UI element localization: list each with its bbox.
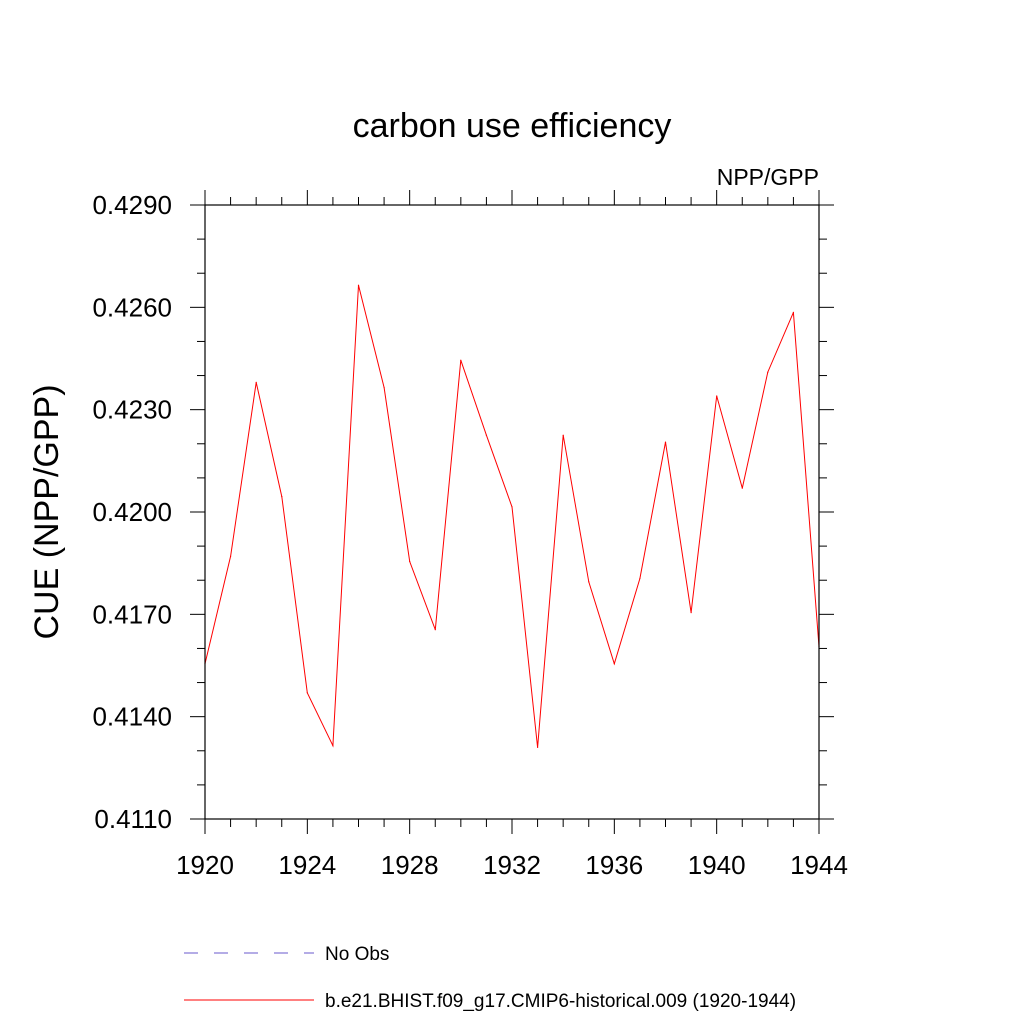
series-point bbox=[306, 692, 308, 694]
series-point bbox=[230, 555, 232, 557]
series-point bbox=[588, 581, 590, 583]
x-tick-label: 1936 bbox=[585, 850, 643, 880]
x-tick-label: 1932 bbox=[483, 850, 541, 880]
x-tick-labels: 1920 1924 1928 1932 1936 1940 1944 bbox=[176, 850, 848, 880]
y-tick-label: 0.4170 bbox=[92, 599, 172, 629]
x-tick-label: 1940 bbox=[688, 850, 746, 880]
series-layer bbox=[204, 284, 820, 749]
series-point bbox=[792, 311, 795, 313]
x-tick-label: 1944 bbox=[790, 850, 848, 880]
y-tick-label: 0.4140 bbox=[92, 702, 172, 732]
series-point bbox=[537, 746, 539, 749]
series-point bbox=[255, 381, 257, 383]
y-tick-label: 0.4200 bbox=[92, 497, 172, 527]
series-point bbox=[639, 577, 641, 580]
series-point bbox=[690, 612, 692, 614]
legend-label: No Obs bbox=[325, 944, 389, 965]
series-point bbox=[613, 663, 615, 665]
plot-frame bbox=[204, 204, 820, 820]
series-point bbox=[460, 359, 462, 361]
legend-label: b.e21.BHIST.f09_g17.CMIP6-historical.009… bbox=[325, 991, 796, 1012]
x-tick-label: 1924 bbox=[278, 850, 336, 880]
minor-ticks bbox=[197, 197, 827, 827]
series-point bbox=[562, 434, 564, 436]
series-point bbox=[383, 386, 385, 389]
y-tick-label: 0.4260 bbox=[92, 292, 172, 322]
y-tick-label: 0.4110 bbox=[94, 804, 172, 834]
y-tick-label: 0.4230 bbox=[92, 395, 172, 425]
y-tick-label: 0.4290 bbox=[92, 190, 172, 220]
chart-subtitle: NPP/GPP bbox=[717, 164, 819, 190]
series-point bbox=[434, 629, 436, 631]
x-tick-label: 1928 bbox=[381, 850, 439, 880]
series-point bbox=[741, 487, 743, 489]
series-point bbox=[664, 441, 667, 443]
series-point bbox=[767, 371, 769, 373]
series-point bbox=[357, 284, 360, 286]
legend: No Obs b.e21.BHIST.f09_g17.CMIP6-historic… bbox=[184, 944, 796, 1012]
series-point bbox=[716, 395, 718, 397]
series-point bbox=[511, 506, 513, 508]
chart-title: carbon use efficiency bbox=[353, 107, 672, 145]
x-tick-label: 1920 bbox=[176, 850, 234, 880]
series-line-0 bbox=[204, 285, 820, 748]
series-point bbox=[281, 496, 283, 498]
series-point bbox=[485, 434, 487, 436]
y-tick-labels: 0.4110 0.4140 0.4170 0.4200 0.4230 0.4260 0.42… bbox=[92, 190, 172, 834]
series-point bbox=[332, 745, 334, 747]
series-point bbox=[409, 560, 411, 563]
y-axis-label: CUE (NPP/GPP) bbox=[28, 384, 66, 639]
major-ticks bbox=[190, 190, 834, 834]
